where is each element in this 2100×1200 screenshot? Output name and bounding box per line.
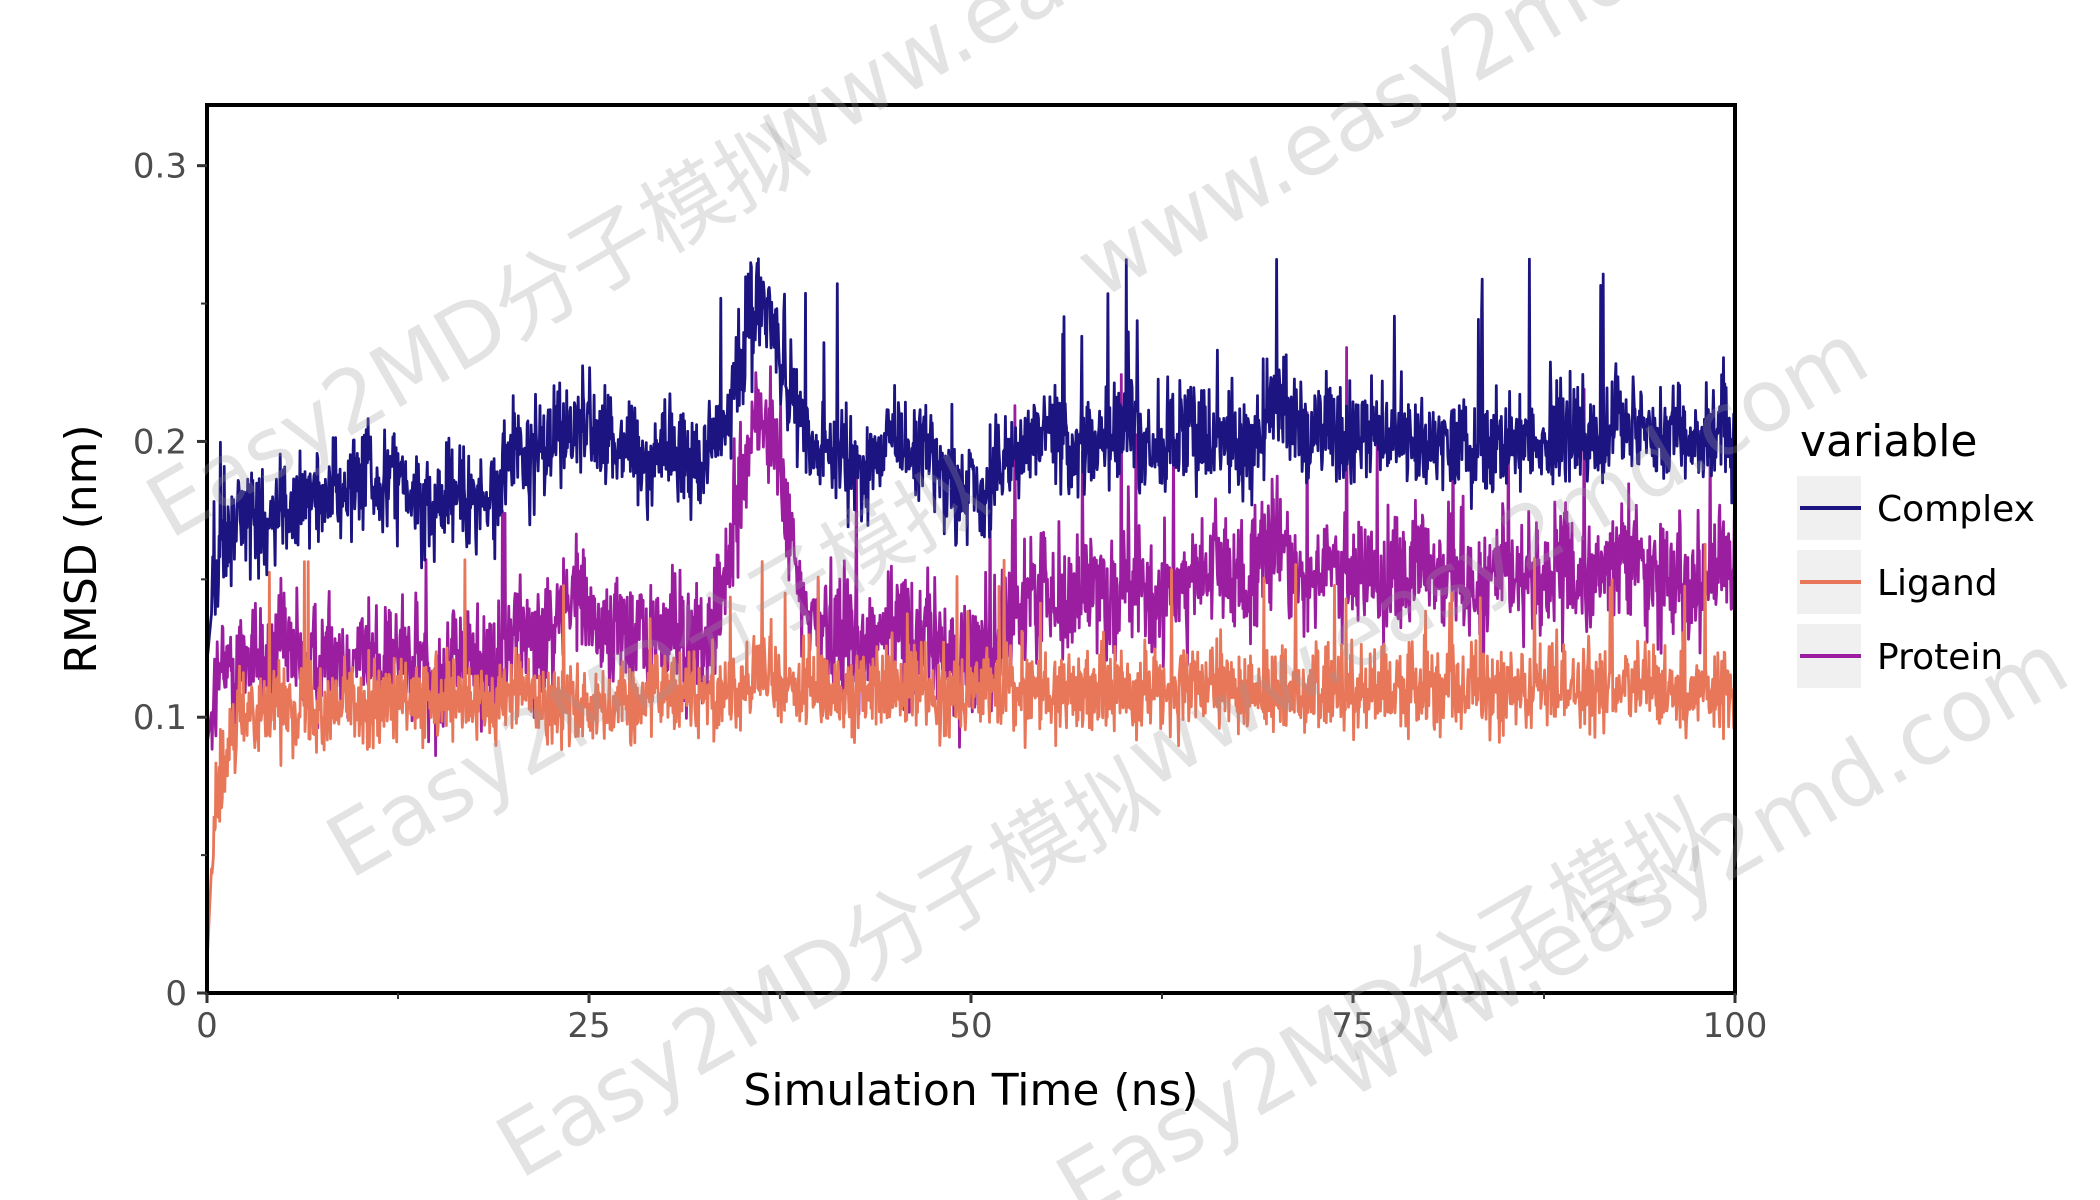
legend-label: Protein bbox=[1877, 637, 2003, 678]
series-line-protein bbox=[205, 346, 1737, 757]
x-tick-label: 0 bbox=[196, 1006, 218, 1046]
x-tick-label: 100 bbox=[1703, 1006, 1768, 1046]
y-tick-label: 0.1 bbox=[133, 698, 187, 738]
x-tick-label: 25 bbox=[567, 1006, 610, 1046]
x-axis: 0 25 50 75 100 bbox=[196, 993, 1767, 1046]
series-line-complex bbox=[205, 257, 1737, 663]
legend-label: Ligand bbox=[1877, 563, 1998, 604]
y-tick-label: 0 bbox=[165, 974, 187, 1014]
legend-title: variable bbox=[1800, 416, 1978, 467]
legend-label: Complex bbox=[1877, 489, 2035, 530]
x-axis-title: Simulation Time (ns) bbox=[743, 1065, 1198, 1116]
y-axis: 0 0.1 0.2 0.3 bbox=[133, 147, 207, 1014]
series-layer bbox=[205, 257, 1737, 966]
x-tick-label: 75 bbox=[1331, 1006, 1374, 1046]
legend: variable Complex Ligand Protein bbox=[1797, 416, 2035, 688]
legend-item-ligand: Ligand bbox=[1797, 550, 1998, 614]
legend-item-complex: Complex bbox=[1797, 476, 2035, 540]
legend-item-protein: Protein bbox=[1797, 624, 2003, 688]
y-tick-label: 0.2 bbox=[133, 422, 187, 462]
series-line-ligand bbox=[205, 542, 1737, 966]
y-tick-label: 0.3 bbox=[133, 147, 187, 187]
x-tick-label: 50 bbox=[949, 1006, 992, 1046]
y-axis-title: RMSD (nm) bbox=[56, 424, 107, 673]
